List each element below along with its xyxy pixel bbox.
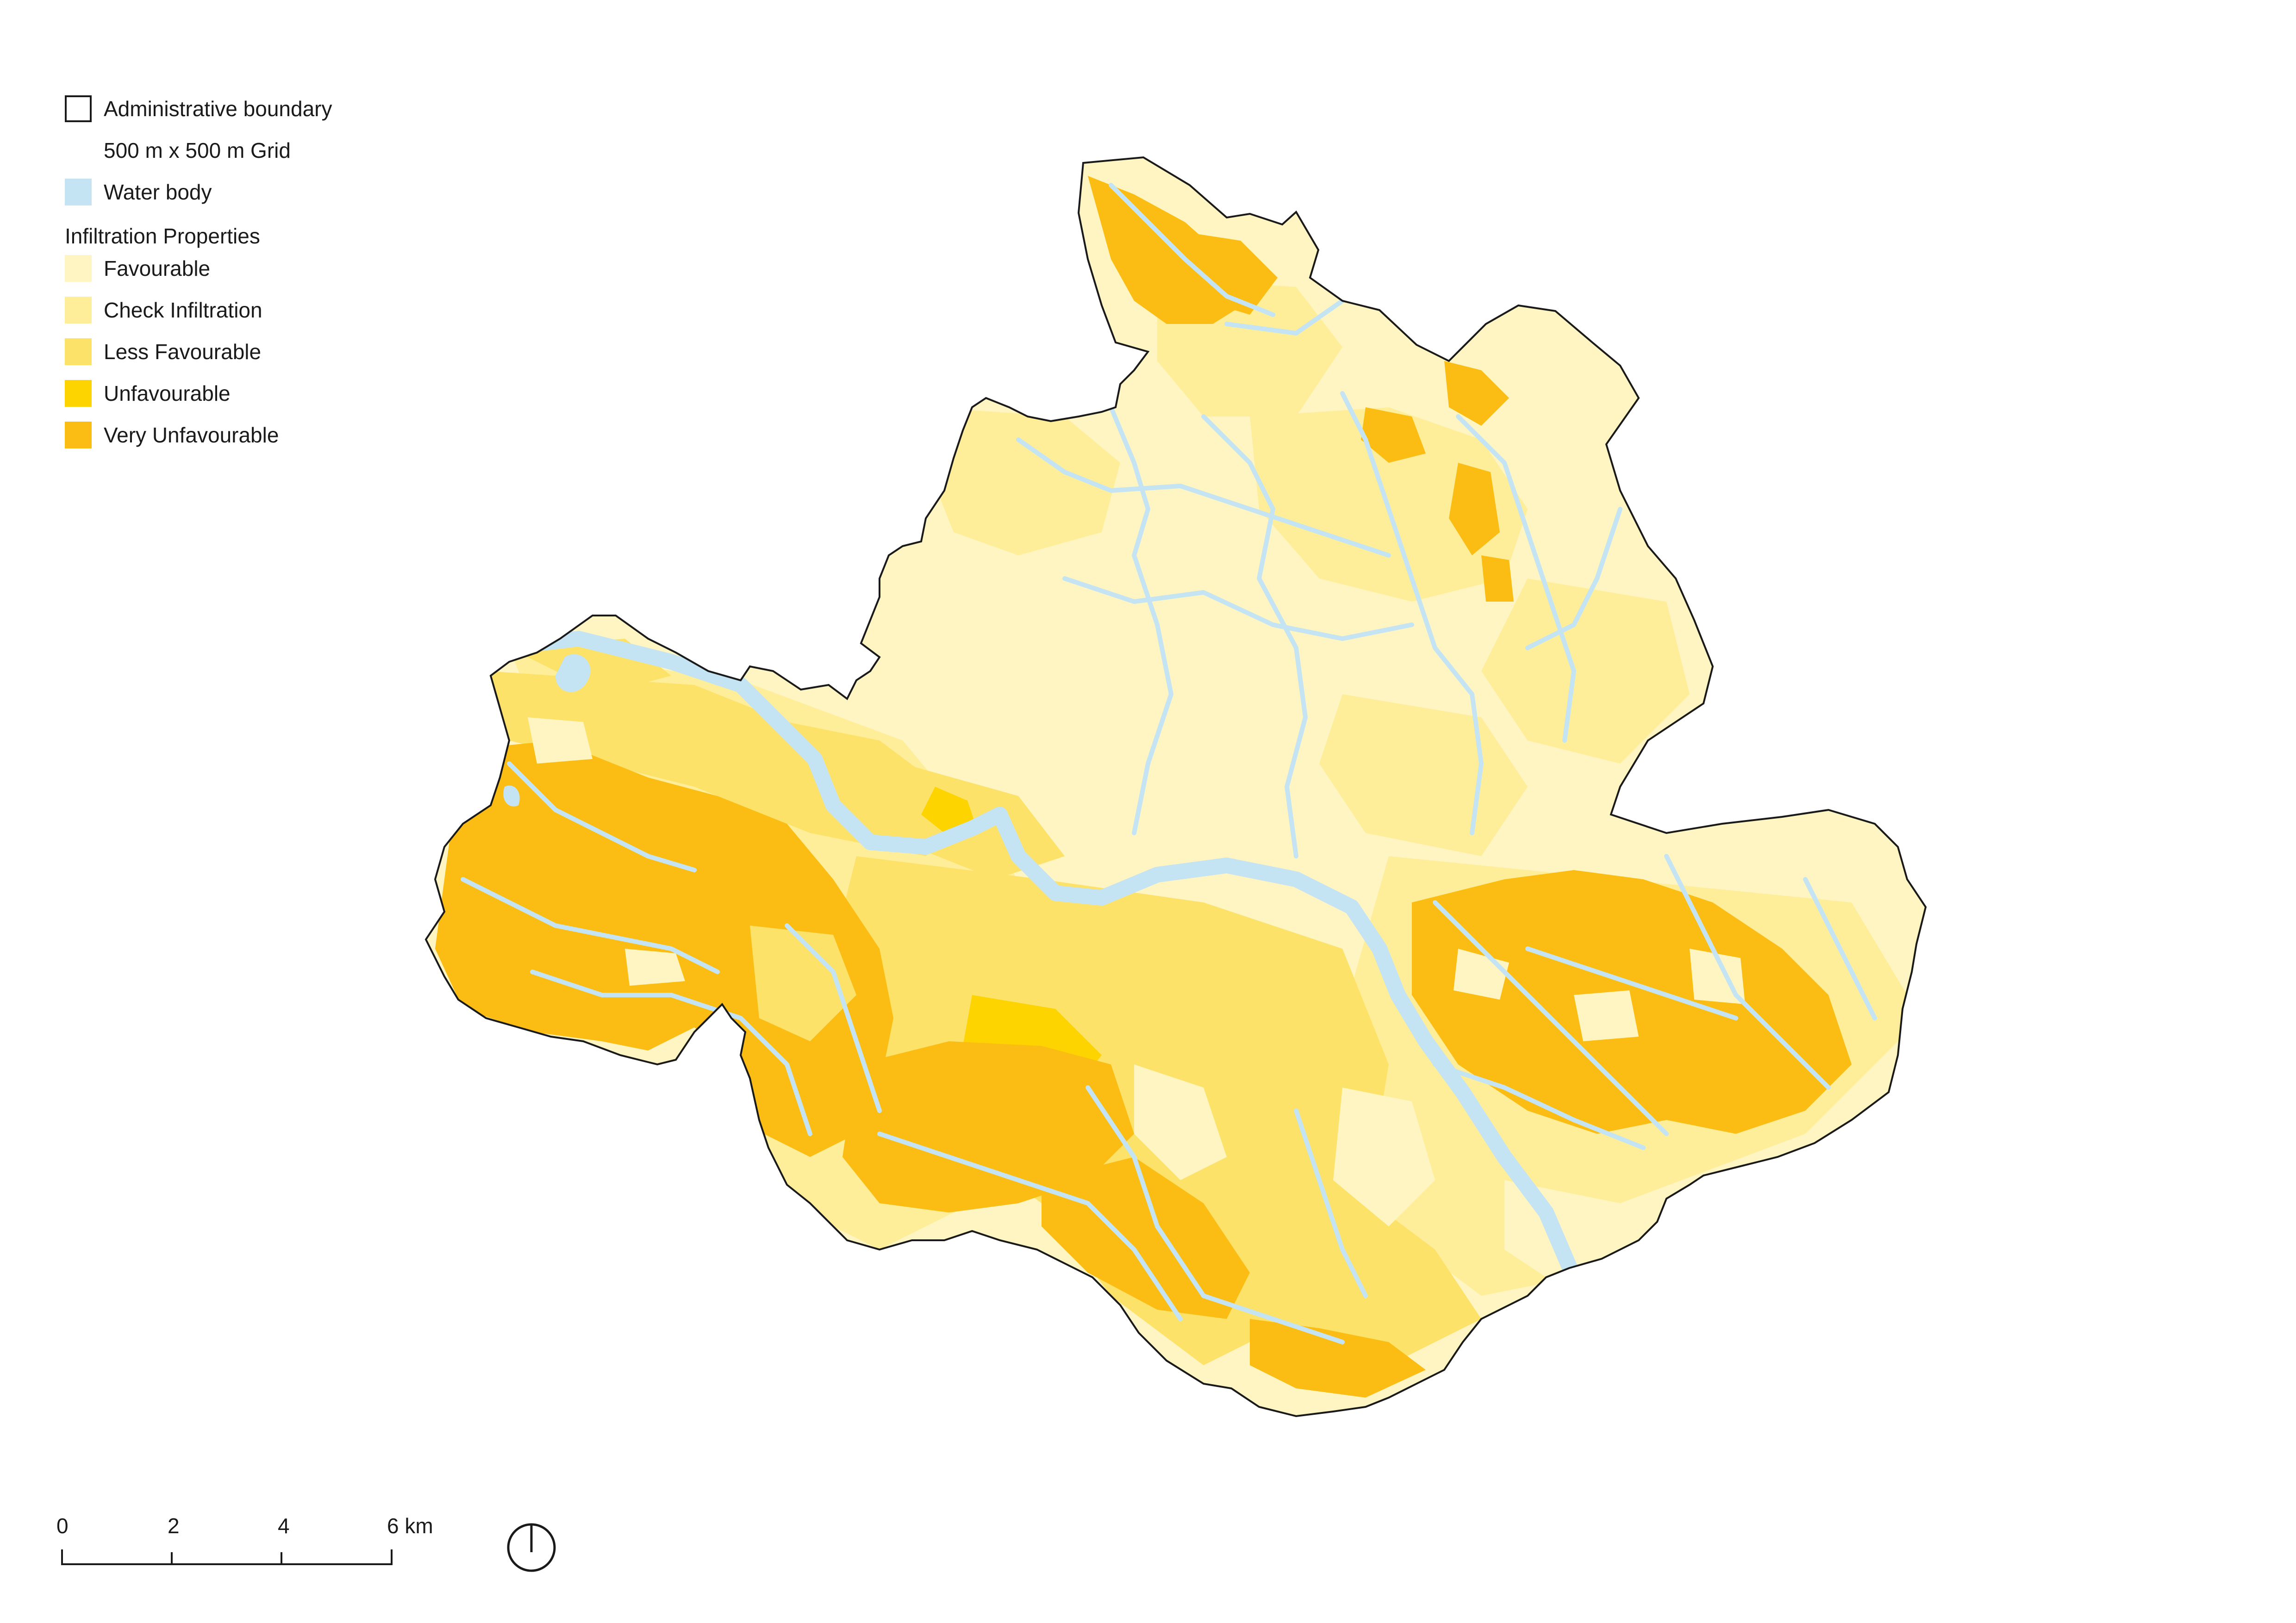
legend-item-class: Very Unfavourable [65, 421, 279, 449]
legend-label: Administrative boundary [104, 97, 332, 121]
legend-item-grid: 500 m x 500 m Grid [65, 137, 291, 164]
water-streams [461, 183, 1877, 1350]
legend-heading: Infiltration Properties [65, 224, 260, 248]
favourable-swatch [65, 255, 92, 282]
less-favourable-swatch [65, 338, 92, 365]
legend-label: Favourable [104, 256, 211, 280]
legend-item-class: Check Infiltration [65, 296, 262, 324]
scale-tick-label: 2 [168, 1514, 180, 1538]
scale-bar-line [61, 1549, 393, 1565]
elbe-river [492, 631, 1596, 1350]
lake-water-body [555, 654, 591, 692]
legend-label: Less Favourable [104, 340, 262, 364]
check-infiltration-swatch [65, 297, 92, 323]
legend-item-class: Unfavourable [65, 379, 231, 407]
scale-bar: 0 2 4 6 km [56, 1513, 433, 1573]
legend-label: Very Unfavourable [104, 423, 279, 447]
legend-item-class: Less Favourable [65, 338, 261, 366]
north-arrow-icon [507, 1523, 556, 1572]
scale-tick-label: 0 [56, 1514, 69, 1538]
boundary-swatch [65, 95, 92, 122]
grid-swatch [65, 137, 92, 164]
legend-label: 500 m x 500 m Grid [104, 138, 291, 162]
legend-item-water: Water body [65, 178, 212, 206]
scale-tick-label: 6 km [387, 1514, 433, 1538]
legend-item-boundary: Administrative boundary [65, 95, 332, 123]
legend-item-class: Favourable [65, 255, 210, 282]
legend-label: Check Infiltration [104, 298, 262, 322]
very-unfavourable-swatch [65, 422, 92, 448]
unfavourable-swatch [65, 380, 92, 407]
legend-label: Unfavourable [104, 381, 231, 405]
legend-label: Water body [104, 180, 212, 204]
scale-tick-label: 4 [278, 1514, 290, 1538]
water-swatch [65, 179, 92, 205]
